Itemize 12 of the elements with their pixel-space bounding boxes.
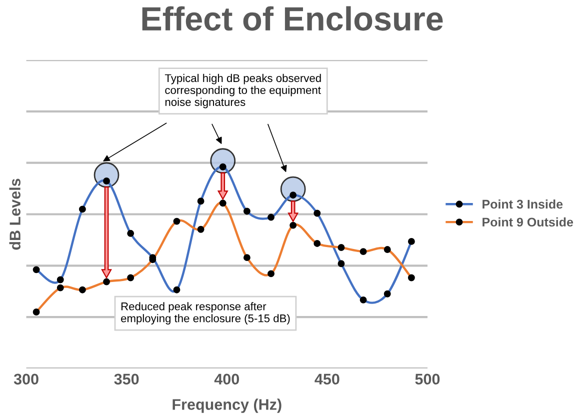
- annotation: Reduced peak response after employing the enclosure (5-15 dB): [121, 302, 290, 324]
- x-tick-label: 450: [314, 374, 340, 385]
- x-axis-title: Frequency (Hz): [172, 398, 282, 413]
- x-tick-label: 350: [114, 374, 139, 385]
- legend-label: Point 9 Outside: [482, 217, 574, 227]
- chart-title: Effect of Enclosure: [142, 6, 443, 31]
- y-axis-title: dB Levels: [9, 178, 20, 250]
- x-tick-label: 400: [214, 374, 240, 385]
- x-tick-label: 300: [14, 374, 38, 385]
- legend-label: Point 3 Inside: [482, 199, 563, 209]
- x-tick-label: 500: [415, 374, 440, 385]
- text: Typical high dB peaks observed corresponding to the equipment noise signatures: [164, 74, 321, 108]
